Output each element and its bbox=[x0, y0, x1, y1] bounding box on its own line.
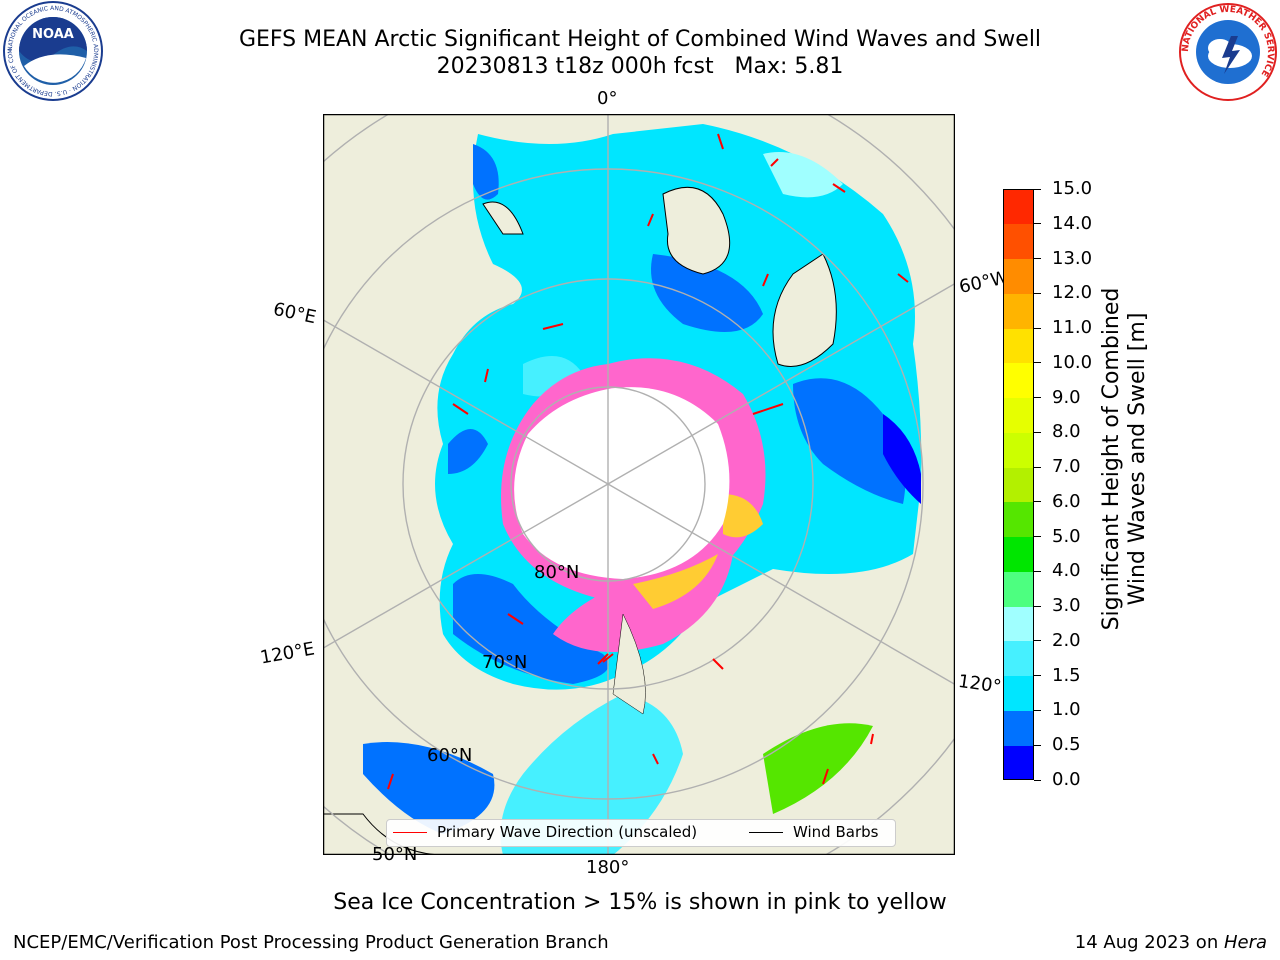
colorbar-tick-mark bbox=[1034, 223, 1041, 225]
colorbar-segment bbox=[1004, 710, 1033, 746]
colorbar-segment bbox=[1004, 675, 1033, 711]
colorbar-segment bbox=[1004, 362, 1033, 399]
colorbar-segment bbox=[1004, 536, 1033, 572]
colorbar-segment bbox=[1004, 258, 1033, 294]
footer-branch: NCEP/EMC/Verification Post Processing Pr… bbox=[13, 932, 609, 953]
label-60n: 60°N bbox=[427, 745, 473, 766]
colorbar-tick-label: 11.0 bbox=[1052, 317, 1093, 339]
colorbar-tick-mark bbox=[1034, 397, 1041, 399]
colorbar-tick-mark bbox=[1034, 709, 1041, 711]
colorbar bbox=[1003, 189, 1034, 780]
colorbar-tick-label: 2.0 bbox=[1052, 629, 1081, 651]
colorbar-segment bbox=[1004, 606, 1033, 642]
graticule bbox=[323, 114, 955, 855]
meridian-120w bbox=[607, 483, 955, 686]
sea-ice bbox=[501, 358, 766, 652]
colorbar-tick-mark bbox=[1034, 744, 1041, 746]
caption: Sea Ice Concentration > 15% is shown in … bbox=[333, 890, 947, 915]
legend-barb-swatch bbox=[749, 832, 783, 833]
colorbar-tick-label: 6.0 bbox=[1052, 490, 1081, 512]
colorbar-tick-mark bbox=[1034, 536, 1041, 538]
colorbar-tick-mark bbox=[1034, 570, 1041, 572]
label-70n: 70°N bbox=[482, 652, 528, 673]
colorbar-tick-label: 10.0 bbox=[1052, 351, 1093, 373]
meridian-60e bbox=[323, 318, 609, 485]
label-60e: 60°E bbox=[271, 298, 318, 329]
noaa-logo-text: NOAA bbox=[32, 27, 74, 42]
colorbar-tick-label: 9.0 bbox=[1052, 386, 1081, 408]
footer-date-text: 14 Aug 2023 on bbox=[1074, 932, 1224, 953]
colorbar-tick-label: 1.0 bbox=[1052, 699, 1081, 721]
chart-title: GEFS MEAN Arctic Significant Height of C… bbox=[238, 27, 1042, 52]
colorbar-segment bbox=[1004, 432, 1033, 468]
colorbar-tick-label: 4.0 bbox=[1052, 560, 1081, 582]
colorbar-tick-label: 3.0 bbox=[1052, 595, 1081, 617]
colorbar-label-line2: Wind Waves and Swell [m] bbox=[1125, 312, 1150, 606]
colorbar-tick-mark bbox=[1034, 640, 1041, 642]
colorbar-tick-mark bbox=[1034, 605, 1041, 607]
colorbar-segment bbox=[1004, 223, 1033, 259]
nws-logo: NATIONAL WEATHER SERVICE bbox=[1178, 2, 1278, 102]
colorbar-tick-label: 13.0 bbox=[1052, 247, 1093, 269]
legend-wave-label: Primary Wave Direction (unscaled) bbox=[437, 823, 698, 841]
colorbar-tick-label: 15.0 bbox=[1052, 178, 1093, 199]
polar-map bbox=[322, 113, 956, 856]
colorbar-segment bbox=[1004, 571, 1033, 607]
colorbar-segment bbox=[1004, 467, 1033, 503]
chart-subtitle: 20230813 t18z 000h fcst Max: 5.81 bbox=[436, 54, 844, 79]
colorbar-tick-mark bbox=[1034, 431, 1041, 433]
noaa-logo: NOAA NATIONAL OCEANIC AND ATMOSPHERIC AD… bbox=[0, 0, 104, 102]
colorbar-tick-label: 12.0 bbox=[1052, 282, 1093, 304]
colorbar-tick-label: 5.0 bbox=[1052, 525, 1081, 547]
map-panel bbox=[322, 113, 956, 856]
colorbar-tick-mark bbox=[1034, 501, 1041, 503]
footer-machine: Hera bbox=[1223, 932, 1267, 953]
colorbar-tick-label: 14.0 bbox=[1052, 212, 1093, 234]
legend: Primary Wave Direction (unscaled) Wind B… bbox=[386, 819, 896, 847]
colorbar-label: Significant Height of Combined Wind Wave… bbox=[1099, 249, 1151, 669]
colorbar-segment bbox=[1004, 640, 1033, 677]
colorbar-segment bbox=[1004, 293, 1033, 329]
colorbar-tick-mark bbox=[1034, 362, 1041, 364]
legend-barb-label: Wind Barbs bbox=[793, 823, 879, 841]
colorbar-segment bbox=[1004, 745, 1033, 779]
colorbar-segment bbox=[1004, 190, 1033, 225]
meridian-120e bbox=[323, 483, 609, 650]
colorbar-tick-mark bbox=[1034, 779, 1041, 781]
label-0deg: 0° bbox=[597, 88, 618, 109]
colorbar-tick-label: 0.0 bbox=[1052, 769, 1081, 790]
label-120e: 120°E bbox=[258, 638, 317, 669]
label-80n: 80°N bbox=[534, 562, 580, 583]
meridian-60w bbox=[607, 282, 955, 485]
colorbar-tick-label: 8.0 bbox=[1052, 421, 1081, 443]
footer-date: 14 Aug 2023 on Hera bbox=[1075, 932, 1267, 953]
colorbar-tick-mark bbox=[1034, 188, 1041, 190]
colorbar-tick-mark bbox=[1034, 466, 1041, 468]
wave-direction-arrows bbox=[387, 133, 909, 790]
label-50n: 50°N bbox=[372, 844, 418, 865]
label-180: 180° bbox=[586, 857, 630, 878]
colorbar-label-line1: Significant Height of Combined bbox=[1099, 287, 1124, 631]
colorbar-tick-label: 7.0 bbox=[1052, 456, 1081, 478]
colorbar-tick-mark bbox=[1034, 327, 1041, 329]
colorbar-segment bbox=[1004, 328, 1033, 364]
colorbar-tick-mark bbox=[1034, 258, 1041, 260]
colorbar-tick-mark bbox=[1034, 675, 1041, 677]
colorbar-tick-label: 0.5 bbox=[1052, 734, 1081, 756]
colorbar-tick-mark bbox=[1034, 292, 1041, 294]
colorbar-segment bbox=[1004, 397, 1033, 433]
map-frame bbox=[322, 113, 956, 856]
colorbar-tick-label: 1.5 bbox=[1052, 664, 1081, 686]
colorbar-segment bbox=[1004, 501, 1033, 538]
legend-wave-swatch bbox=[393, 832, 427, 833]
